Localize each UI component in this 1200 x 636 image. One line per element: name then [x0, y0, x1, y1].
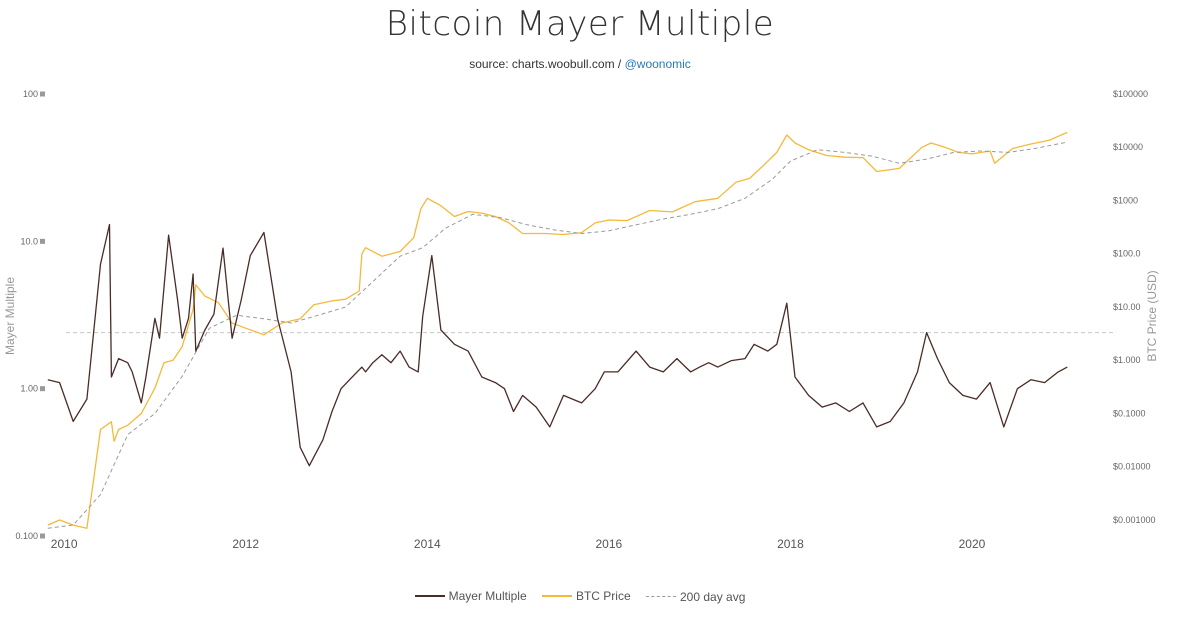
right-tick-label: $100000 — [1113, 89, 1148, 99]
right-tick-label: $100.0 — [1113, 249, 1141, 259]
left-tick-label: 10.0 — [20, 236, 38, 246]
series-layer — [47, 131, 1068, 529]
series-line-mayer-multiple — [47, 223, 1068, 467]
right-tick-label: $0.001000 — [1113, 515, 1156, 525]
legend: Mayer Multiple BTC Price 200 day avg — [0, 586, 1160, 604]
legend-item-price[interactable]: BTC Price — [541, 589, 631, 603]
legend-item-mayer[interactable]: Mayer Multiple — [414, 589, 527, 603]
right-tick-label: $10.00 — [1113, 302, 1141, 312]
legend-item-avg[interactable]: 200 day avg — [646, 590, 745, 604]
source-text: source: charts.woobull.com / — [469, 57, 625, 71]
x-tick-label: 2018 — [777, 537, 804, 551]
x-tick-label: 2016 — [596, 537, 623, 551]
chart-title: Bitcoin Mayer Multiple — [385, 4, 775, 44]
right-tick-label: $0.1000 — [1113, 408, 1146, 418]
legend-swatch-price — [541, 595, 572, 597]
right-tick-label: $1000 — [1113, 195, 1138, 205]
left-tick-label: 0.100 — [15, 531, 38, 541]
x-tick-label: 2010 — [51, 537, 78, 551]
x-tick-label: 2020 — [959, 537, 986, 551]
right-tick-label: $10000 — [1113, 142, 1143, 152]
series-line-200-day-avg — [47, 141, 1068, 529]
x-tick-label: 2012 — [232, 537, 259, 551]
left-tick-label: 1.00 — [20, 384, 38, 394]
legend-label-mayer: Mayer Multiple — [448, 589, 527, 603]
twitter-link[interactable]: @woonomic — [624, 57, 691, 71]
chart-subtitle: source: charts.woobull.com / @woonomic — [0, 57, 1160, 71]
legend-swatch-mayer — [414, 595, 445, 597]
legend-label-price: BTC Price — [575, 589, 631, 603]
right-tick-label: $0.01000 — [1113, 462, 1151, 472]
left-tick-mark — [40, 386, 45, 392]
left-tick-mark — [40, 91, 45, 97]
right-tick-label: $1.000 — [1113, 355, 1141, 365]
axes-layer: 100 10.0 1.00 0.100 $100000 $10000 $1000 $100.0… — [15, 89, 1155, 551]
left-tick-mark — [40, 238, 45, 244]
x-tick-label: 2014 — [414, 537, 441, 551]
series-line-btc-price — [47, 131, 1068, 529]
left-tick-mark — [40, 533, 45, 539]
legend-label-avg: 200 day avg — [680, 589, 746, 604]
legend-swatch-avg — [646, 596, 676, 597]
left-tick-label: 100 — [23, 89, 38, 99]
right-axis-title: BTC Price (USD) — [1145, 270, 1159, 361]
left-axis-title: Mayer Multiple — [3, 277, 17, 355]
